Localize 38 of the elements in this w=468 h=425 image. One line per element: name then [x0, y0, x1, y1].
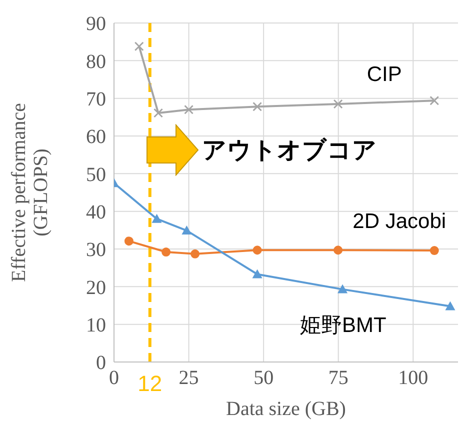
- point: [154, 108, 164, 118]
- y-tick-label: 90: [86, 13, 106, 36]
- point: [334, 246, 343, 255]
- y-tick-label: 10: [86, 314, 106, 336]
- y-tick-label: 70: [86, 88, 106, 110]
- point: [124, 236, 134, 246]
- point: [134, 42, 144, 52]
- x-tick-label: 75: [328, 367, 348, 390]
- point: [162, 248, 171, 257]
- y-tick-label: 80: [86, 50, 106, 73]
- x-tick-label: 25: [178, 367, 199, 390]
- series-label: CIP: [366, 63, 402, 86]
- series-label: 姫野BMT: [300, 314, 387, 337]
- x-axis-title: Data size (GB): [226, 398, 346, 420]
- point: [445, 301, 456, 310]
- point: [190, 249, 200, 258]
- y-tick-label: 0: [96, 352, 106, 374]
- point: [430, 96, 440, 106]
- point: [252, 246, 262, 255]
- point: [252, 102, 262, 112]
- y-tick-label: 30: [86, 239, 106, 262]
- point: [333, 99, 343, 109]
- point: [184, 104, 194, 114]
- series-label: 2D Jacobi: [352, 210, 446, 234]
- y-tick-label: 20: [86, 276, 106, 299]
- point: [338, 284, 348, 294]
- annotation: アウトオブコア: [202, 136, 377, 166]
- x-tick-label: 50: [254, 367, 274, 390]
- y-tick-label: 60: [86, 126, 106, 148]
- y-axis-title: Effective performance (GFLOPS): [8, 102, 52, 282]
- x-tick-label: 100: [398, 367, 428, 390]
- point: [182, 226, 192, 235]
- y-tick-label: 50: [86, 164, 106, 186]
- y-tick-label: 40: [86, 201, 106, 224]
- point: [430, 246, 439, 256]
- ref-line-label: 12: [138, 371, 162, 396]
- point: [152, 214, 162, 223]
- point: [252, 269, 262, 278]
